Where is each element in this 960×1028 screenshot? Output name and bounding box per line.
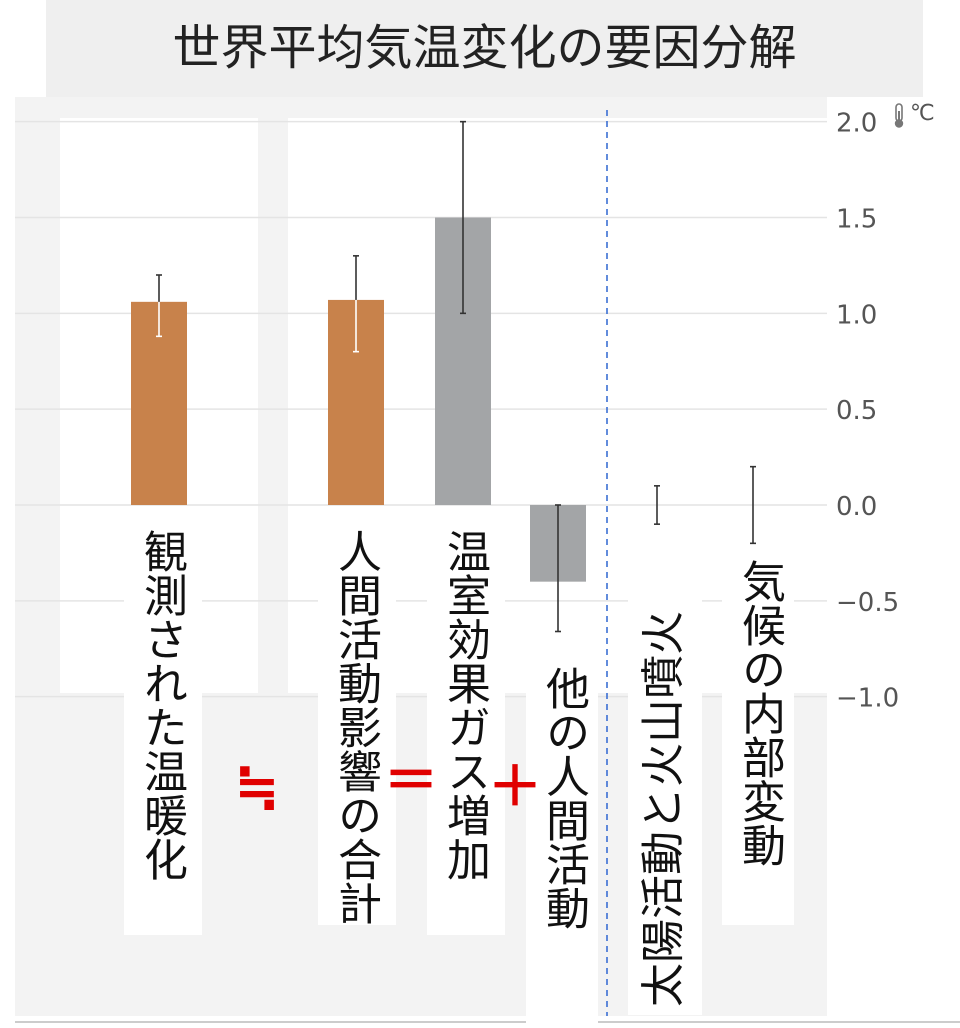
category-label-box: [318, 515, 396, 925]
plus-operator: ＋: [488, 755, 542, 818]
y-tick-label: 1.5: [836, 205, 877, 235]
category-label-box: [124, 515, 202, 935]
y-tick-label: 1.0: [836, 300, 877, 330]
y-tick-label: −1.0: [836, 684, 899, 714]
category-label-box: [427, 515, 505, 935]
category-label: 他の人間活動: [538, 666, 589, 930]
thermometer-icon: [894, 103, 904, 128]
category-label-box: [722, 545, 794, 925]
category-label-box: [526, 652, 598, 1024]
error-bar: [555, 504, 561, 633]
y-tick-label: 0.0: [836, 492, 877, 522]
category-label: 人間活動影響の合計: [330, 529, 381, 925]
title-background: [46, 0, 923, 97]
error-bar: [460, 120, 466, 315]
category-label: 温室効果ガス増加: [439, 529, 490, 881]
error-bar: [353, 255, 359, 353]
approx-equal-operator: ≒: [234, 755, 280, 818]
category-label: 観測された温暖化: [136, 529, 187, 881]
category-label: 太陽活動と火山噴火: [638, 611, 689, 1007]
equals-operator: ＝: [384, 749, 438, 812]
y-tick-label: −0.5: [836, 588, 899, 618]
error-bar: [750, 465, 756, 545]
unit-label: ℃: [910, 101, 935, 126]
category-label: 気候の内部変動: [734, 559, 785, 867]
error-bar: [654, 485, 660, 525]
y-tick-label: 0.5: [836, 396, 877, 426]
y-tick-label: 2.0: [836, 109, 877, 139]
error-bar: [156, 274, 162, 338]
chart-title: 世界平均気温変化の要因分解: [172, 20, 797, 76]
category-label-box: [628, 545, 702, 1015]
